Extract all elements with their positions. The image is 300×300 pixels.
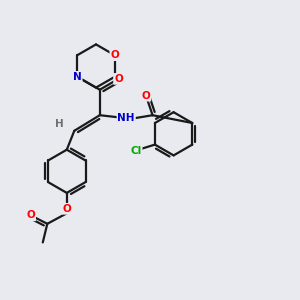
Text: O: O: [62, 204, 71, 214]
Text: H: H: [55, 119, 64, 129]
Text: O: O: [142, 91, 150, 101]
Text: O: O: [114, 74, 123, 84]
Text: NH: NH: [117, 113, 135, 123]
Text: O: O: [110, 50, 119, 60]
Text: Cl: Cl: [130, 146, 142, 156]
Text: O: O: [26, 210, 35, 220]
Text: N: N: [73, 72, 82, 82]
